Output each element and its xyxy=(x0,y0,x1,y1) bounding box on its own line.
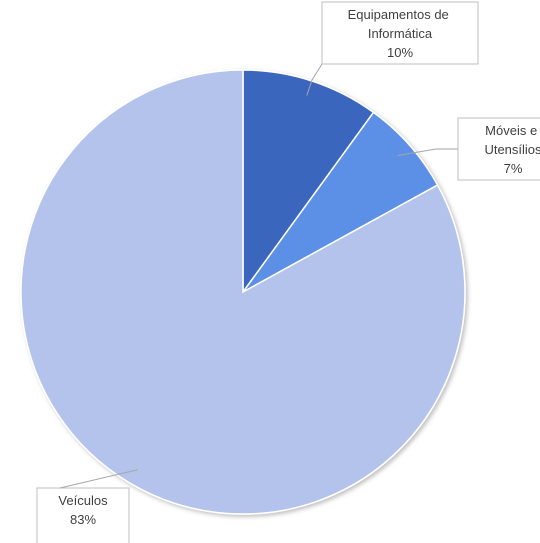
labels: Equipamentos de Informática 10% Móveis e U… xyxy=(36,1,540,543)
pie-slice xyxy=(20,69,466,515)
value-label: 10% xyxy=(387,45,413,60)
value-label: 7% xyxy=(504,161,523,176)
leader-line xyxy=(306,63,323,96)
leader-line xyxy=(397,148,458,156)
label-box xyxy=(321,1,479,65)
label-box xyxy=(36,487,130,543)
value-label: 83% xyxy=(70,512,96,527)
category-label: Veículos xyxy=(58,493,108,508)
leader-line xyxy=(59,469,139,489)
pie xyxy=(20,69,466,515)
category-label: Móveis e Utensílios xyxy=(484,123,540,157)
category-label: Equipamentos de Informática xyxy=(348,7,453,41)
label-box xyxy=(457,117,540,181)
